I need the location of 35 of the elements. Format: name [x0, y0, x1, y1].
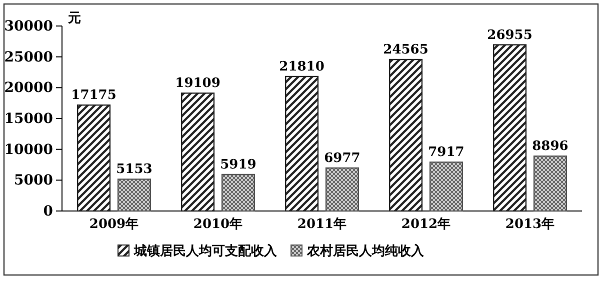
bar — [429, 162, 463, 212]
x-tick-label: 2010年 — [193, 217, 243, 232]
y-tick-label: 20000 — [4, 80, 54, 96]
y-tick-label: 25000 — [4, 49, 54, 66]
y-tick-label: 15000 — [4, 110, 54, 127]
bar — [181, 92, 215, 212]
data-label: 7917 — [428, 145, 464, 160]
bar — [325, 167, 359, 212]
data-label: 21810 — [279, 60, 324, 75]
x-tick-label: 2011年 — [297, 217, 347, 232]
x-tick-label: 2009年 — [89, 217, 139, 232]
legend-label: 城镇居民人均可支配收入 — [133, 243, 278, 259]
data-label: 5919 — [220, 158, 256, 172]
bar — [117, 178, 151, 212]
bar — [285, 76, 319, 212]
data-label: 26955 — [487, 28, 532, 43]
bar — [77, 104, 111, 212]
bar — [221, 174, 255, 212]
data-label: 8896 — [532, 139, 568, 154]
bar — [389, 58, 423, 212]
x-tick-label: 2013年 — [505, 217, 555, 232]
x-tick-label: 2012年 — [401, 217, 451, 232]
y-tick-label: 10000 — [4, 142, 54, 158]
data-label: 24565 — [383, 42, 428, 58]
legend-label: 农村居民人均纯收入 — [306, 243, 425, 259]
data-label: 5153 — [116, 162, 152, 178]
bar — [533, 156, 567, 212]
y-axis-title: 元 — [67, 11, 81, 26]
data-label: 17175 — [71, 88, 116, 104]
y-tick-label: 0 — [43, 203, 54, 220]
data-label: 19109 — [175, 76, 220, 92]
data-label: 6977 — [324, 150, 360, 166]
y-tick-label: 5000 — [14, 172, 54, 189]
bar — [493, 44, 527, 212]
y-tick-label: 30000 — [4, 18, 54, 34]
